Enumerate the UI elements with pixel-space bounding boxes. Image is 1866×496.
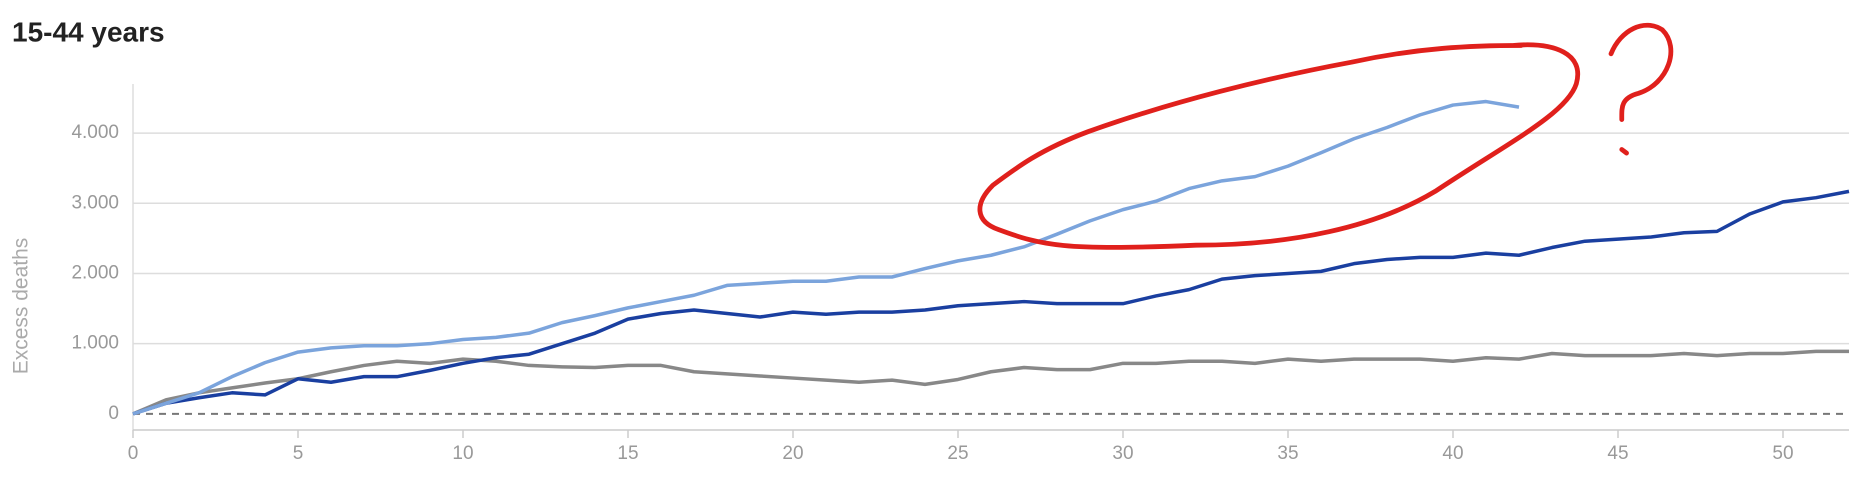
y-tick-label: 4.000 bbox=[71, 122, 119, 143]
x-tick-label: 10 bbox=[452, 443, 473, 464]
x-tick-label: 25 bbox=[947, 443, 968, 464]
x-tick-label: 5 bbox=[293, 443, 304, 464]
x-tick-label: 35 bbox=[1277, 443, 1298, 464]
x-tick-label: 30 bbox=[1112, 443, 1133, 464]
y-tick-label: 0 bbox=[108, 403, 119, 424]
annotation-scribble bbox=[977, 22, 1674, 250]
plot-area: 0 1.000 2.000 3.000 4.000 0 5 10 15 20 25 30 35 40 45 5… bbox=[71, 84, 1850, 464]
y-tick-label: 2.000 bbox=[71, 263, 119, 284]
x-tick-label: 0 bbox=[128, 443, 139, 464]
series-line bbox=[132, 349, 1849, 416]
y-axis-label: Excess deaths bbox=[10, 238, 33, 375]
x-tick-label: 20 bbox=[782, 443, 803, 464]
chart-title: 15-44 years bbox=[12, 16, 165, 47]
y-tick-label: 1.000 bbox=[71, 333, 119, 354]
y-tick-label: 3.000 bbox=[71, 192, 119, 213]
series-line bbox=[132, 99, 1520, 416]
x-tick-label: 15 bbox=[617, 443, 638, 464]
x-tick-label: 45 bbox=[1607, 443, 1628, 464]
x-tick-label: 40 bbox=[1442, 443, 1463, 464]
series-line bbox=[132, 189, 1850, 416]
x-tick-label: 50 bbox=[1772, 443, 1793, 464]
